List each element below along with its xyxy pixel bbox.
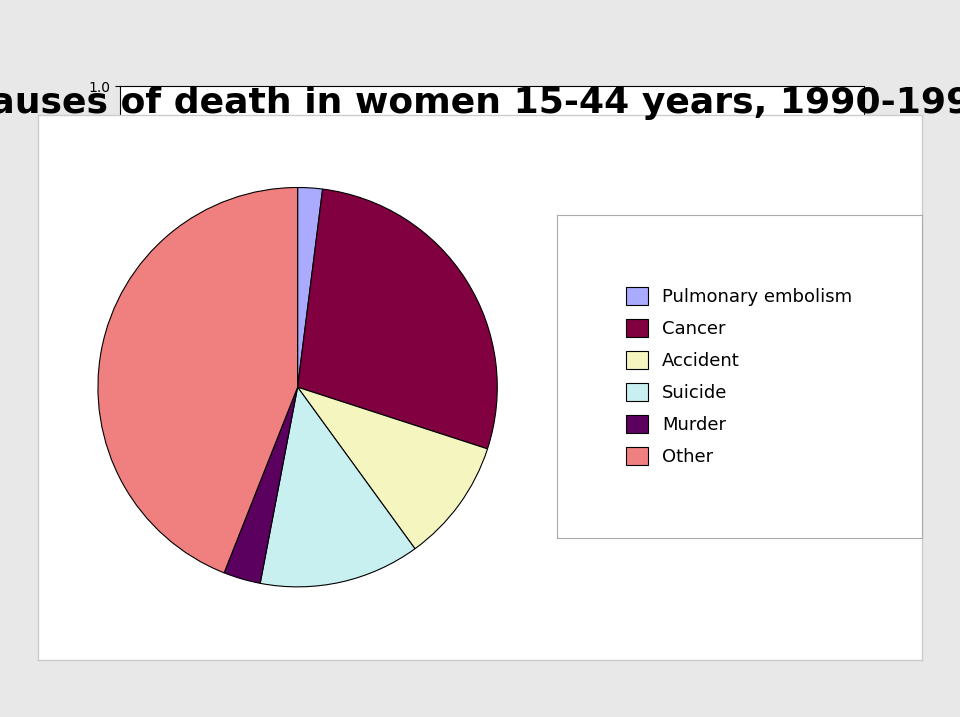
Wedge shape <box>224 387 298 584</box>
Wedge shape <box>298 188 323 387</box>
Text: Causes of death in women 15-44 years, 1990-1999: Causes of death in women 15-44 years, 19… <box>0 86 960 120</box>
Wedge shape <box>298 387 488 549</box>
Wedge shape <box>98 188 298 573</box>
Legend: Pulmonary embolism, Cancer, Accident, Suicide, Murder, Other: Pulmonary embolism, Cancer, Accident, Su… <box>608 269 871 484</box>
Wedge shape <box>260 387 415 587</box>
Wedge shape <box>298 189 497 449</box>
